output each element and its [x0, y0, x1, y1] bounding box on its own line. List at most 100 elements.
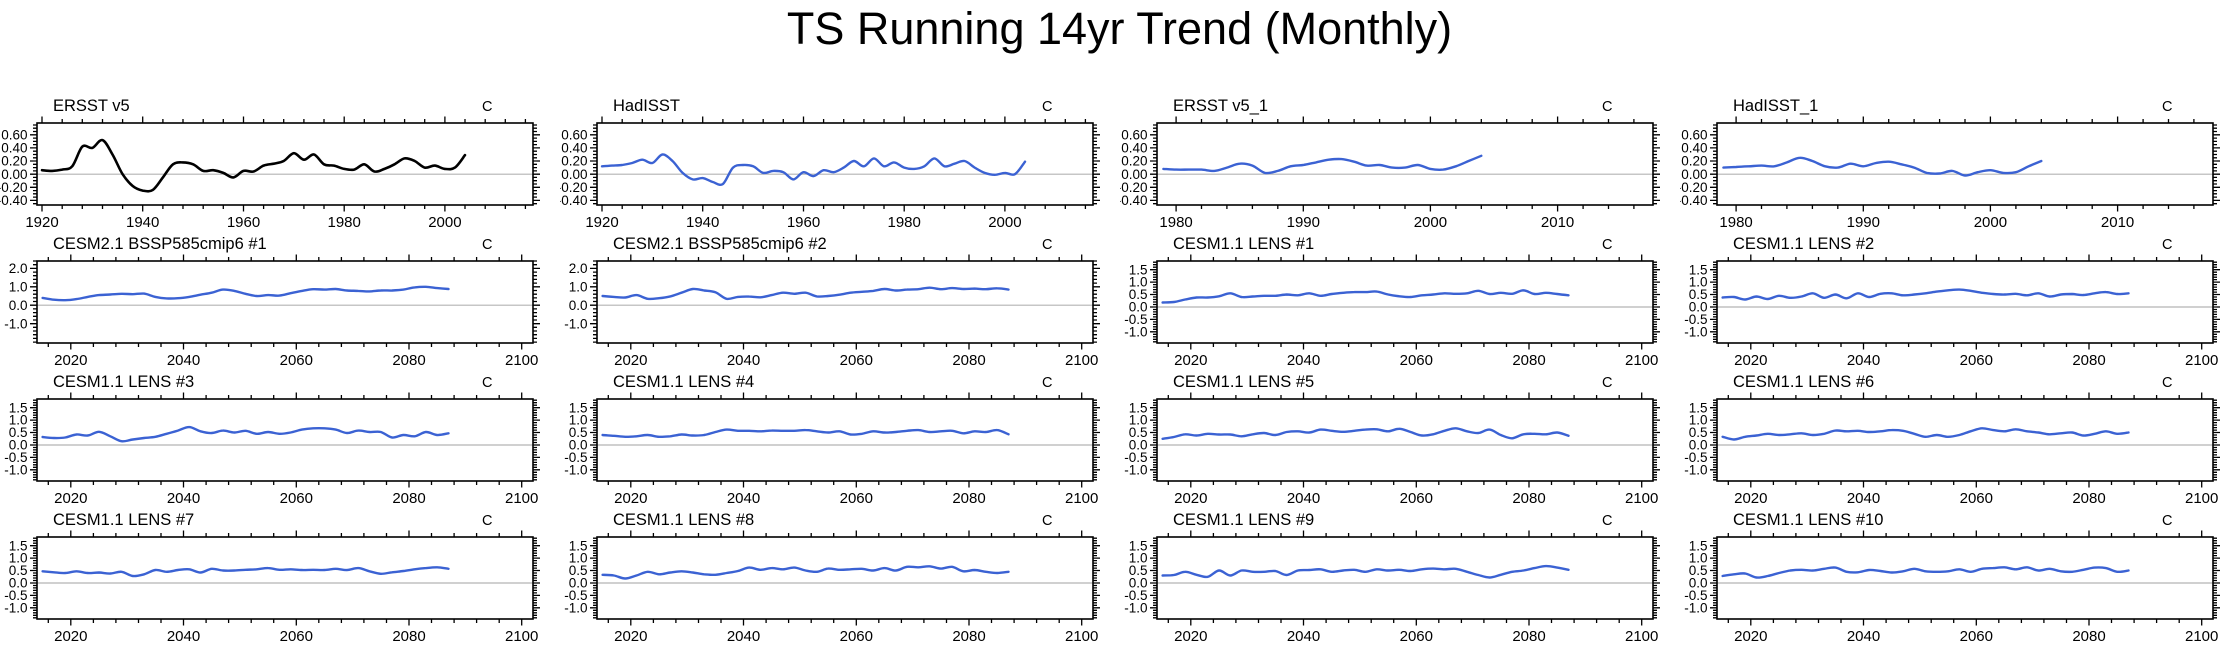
x-tick-label: 2080: [1512, 352, 1545, 369]
units-label: C: [2162, 375, 2173, 391]
data-line: [601, 286, 1010, 301]
plot-area: 1.51.00.50.0-0.5-1.0 2020 2040 2060 2080 2100: [564, 392, 1100, 507]
x-tick-label: 2060: [280, 352, 313, 369]
y-tick-label: -1.0: [4, 462, 27, 477]
axis-ticks: [30, 254, 540, 350]
y-tick-label: -0.5: [1684, 588, 1707, 603]
y-tick-label: 1.0: [569, 551, 588, 566]
x-tick-label: 2020: [1174, 352, 1207, 369]
y-tick-label: -0.5: [1684, 450, 1707, 465]
panel-header: CESM1.1 LENS #4 C: [560, 366, 1120, 391]
axis-ticks: [1150, 254, 1660, 350]
y-tick-label: -1.0: [564, 462, 587, 477]
y-tick-label: 1.0: [1689, 551, 1708, 566]
panel-header: HadISST_1 C: [1680, 90, 2239, 115]
plot-area: 0.600.400.200.00-0.20-0.40 1920 1940 1960 19…: [0, 116, 540, 231]
panel-cesm11-lens-7: CESM1.1 LENS #7 C 1.5 1.0 0.5 0.0 -0.5 -1.0 2020…: [0, 504, 560, 650]
y-tick-label: 0.0: [569, 438, 588, 453]
x-tick-label: 2100: [1625, 490, 1658, 507]
x-tick-label: 2060: [1960, 628, 1993, 645]
y-tick-label: -0.40: [560, 193, 588, 208]
y-tick-label: 0.5: [569, 425, 588, 440]
y-tick-label: 0.5: [1129, 425, 1148, 440]
plot-frame: [1156, 122, 1654, 206]
x-tick-label: 2080: [392, 628, 425, 645]
x-tick-label: 2060: [840, 352, 873, 369]
panel-cesm11-lens-5: CESM1.1 LENS #5 C 1.5 1.0 0.5 0.0 -0.5 -1.0 2020…: [1120, 366, 1680, 512]
plot-frame: [596, 536, 1094, 620]
panel-header: ERSST v5_1 C: [1120, 90, 1680, 115]
x-tick-label: 1960: [227, 214, 260, 231]
y-tick-label: 0.5: [1129, 563, 1148, 578]
y-tick-label: 0.0: [9, 576, 28, 591]
panel-title: CESM1.1 LENS #3: [53, 373, 195, 391]
x-tick-label: 2020: [614, 628, 647, 645]
x-tick-label: 2060: [280, 628, 313, 645]
plot-area: 1.51.00.50.0-0.5-1.0 2020 2040 2060 2080 2100: [1684, 254, 2220, 369]
x-tick-label: 2060: [1400, 490, 1433, 507]
y-tick-label: -1.0: [1124, 462, 1147, 477]
y-tick-label: 1.5: [1689, 400, 1708, 415]
x-tick-label: 2100: [1625, 352, 1658, 369]
plot-frame: [1156, 536, 1654, 620]
y-tick-label: 0.40: [561, 140, 587, 155]
x-tick-label: 2060: [1960, 490, 1993, 507]
units-label: C: [2162, 99, 2173, 115]
panel-header: CESM1.1 LENS #6 C: [1680, 366, 2239, 391]
panel-header: CESM1.1 LENS #2 C: [1680, 228, 2239, 253]
y-tick-label: 0.60: [561, 127, 587, 142]
y-tick-label: 1.0: [9, 279, 28, 294]
panel-title: CESM2.1 BSSP585cmip6 #1: [53, 235, 267, 253]
x-tick-label: 1990: [1847, 214, 1880, 231]
plot-frame: [36, 260, 534, 344]
axis-ticks: [30, 392, 540, 488]
y-tick-label: -0.5: [564, 588, 587, 603]
plot-area: 0.600.400.200.00-0.20-0.40 1980 1990 2000 20…: [1680, 116, 2220, 231]
y-tick-label: 0.40: [1, 140, 27, 155]
panel-hadisst-1: HadISST_1 C 0.600.400.200.00-0.20-0.40 1980…: [1680, 90, 2239, 236]
panel-header: HadISST C: [560, 90, 1120, 115]
x-tick-label: 2020: [54, 628, 87, 645]
data-line: [41, 285, 450, 302]
y-tick-label: 0.5: [1129, 287, 1148, 302]
x-tick-label: 2080: [952, 628, 985, 645]
plot-area: 2.0 1.0 0.0 -1.0 2020 2040 2060 2080 2100: [564, 254, 1100, 369]
x-tick-label: 2010: [2101, 214, 2134, 231]
data-line: [1721, 427, 2130, 441]
x-tick-label: 2100: [505, 352, 538, 369]
data-line: [1722, 156, 2043, 177]
panel-title: CESM1.1 LENS #5: [1173, 373, 1315, 391]
axis-ticks: [1710, 392, 2220, 488]
y-tick-label: -0.5: [4, 588, 27, 603]
plot-frame: [36, 122, 534, 206]
y-tick-label: 1.5: [1129, 400, 1148, 415]
units-label: C: [1602, 99, 1613, 115]
y-tick-label: -0.5: [564, 450, 587, 465]
x-tick-label: 2060: [1400, 352, 1433, 369]
x-tick-label: 2060: [840, 490, 873, 507]
x-tick-label: 2040: [727, 490, 760, 507]
y-tick-label: 1.0: [1689, 275, 1708, 290]
x-tick-label: 2100: [1065, 628, 1098, 645]
panel-cesm11-lens-3: CESM1.1 LENS #3 C 1.5 1.0 0.5 0.0 -0.5 -1.0 2020…: [0, 366, 560, 512]
y-tick-label: 0.40: [1681, 140, 1707, 155]
panel-title: ERSST v5_1: [1173, 97, 1269, 115]
x-tick-label: 2000: [1414, 214, 1447, 231]
panel-title: CESM1.1 LENS #7: [53, 511, 195, 529]
y-tick-label: 0.0: [9, 438, 28, 453]
axis-ticks: [30, 530, 540, 626]
x-tick-label: 2080: [952, 490, 985, 507]
panel-title: HadISST: [613, 97, 680, 115]
units-label: C: [2162, 513, 2173, 529]
y-tick-label: -1.0: [1684, 324, 1707, 339]
y-tick-label: 0.5: [9, 563, 28, 578]
x-tick-label: 2100: [1065, 490, 1098, 507]
panel-cesm11-lens-4: CESM1.1 LENS #4 C 1.5 1.0 0.5 0.0 -0.5 -1.0 2020…: [560, 366, 1120, 512]
plot-area: 1.51.00.50.0-0.5-1.0 2020 2040 2060 2080 2100: [1684, 392, 2220, 507]
axis-ticks: [590, 116, 1100, 212]
x-tick-label: 2000: [988, 214, 1021, 231]
data-line: [41, 566, 450, 578]
y-tick-label: 0.0: [569, 576, 588, 591]
panel-title: CESM1.1 LENS #9: [1173, 511, 1315, 529]
x-tick-label: 2040: [167, 352, 200, 369]
